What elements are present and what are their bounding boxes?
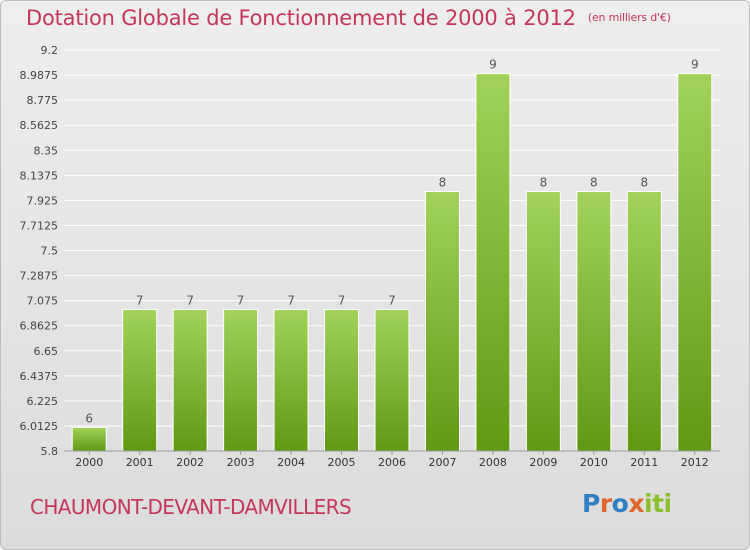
bar-2002	[172, 308, 208, 452]
chart-title: Dotation Globale de Fonctionnement de 20…	[26, 6, 671, 30]
bar-2005	[324, 308, 360, 452]
unit-label: (en milliers d'€)	[587, 11, 671, 24]
bar-2001	[122, 308, 158, 452]
y-tick-label: 6.8625	[20, 320, 59, 333]
logo-letter: P	[582, 489, 600, 518]
x-tick-label: 2008	[479, 456, 507, 469]
bar-value-label: 8	[590, 176, 598, 190]
y-tick-label: 8.5625	[20, 119, 59, 132]
y-tick-label: 5.8	[41, 445, 59, 458]
bars: 6 7 7 7 7 7 7 8 9 8 8 8 9	[71, 58, 713, 452]
bar-2000	[71, 426, 107, 452]
x-tick-label: 2011	[630, 456, 658, 469]
title-text: Dotation Globale de Fonctionnement de 20…	[26, 6, 576, 30]
bar-2008	[475, 73, 511, 452]
x-tick-label: 2006	[378, 456, 406, 469]
proxiti-logo: Proxiti	[582, 489, 672, 518]
x-tick-label: 2004	[277, 456, 305, 469]
y-tick-label: 9.2	[41, 44, 59, 57]
logo-letter: i	[663, 489, 673, 518]
bar-value-label: 8	[640, 176, 648, 190]
bar-value-label: 9	[489, 58, 497, 72]
y-tick-label: 6.0125	[20, 420, 59, 433]
x-tick-label: 2002	[176, 456, 204, 469]
x-tick-label: 2001	[126, 456, 154, 469]
bar-2006	[374, 308, 410, 452]
bar-value-label: 7	[136, 293, 144, 307]
logo-letter: t	[652, 489, 664, 518]
x-tick-label: 2007	[428, 456, 456, 469]
logo-letter: o	[611, 489, 629, 518]
y-tick-label: 8.9875	[20, 69, 59, 82]
bar-value-label: 9	[691, 58, 699, 72]
x-tick-label: 2003	[227, 456, 255, 469]
y-axis-ticks: 5.8 6.0125 6.225 6.4375 6.65 6.8625 7.075 7.287…	[20, 44, 59, 458]
x-tick-label: 2005	[328, 456, 356, 469]
y-tick-label: 7.2875	[20, 270, 59, 283]
bar-value-label: 7	[388, 293, 396, 307]
bar-2011	[626, 191, 662, 452]
x-tick-label: 2009	[529, 456, 557, 469]
y-tick-label: 8.35	[34, 144, 59, 157]
bar-2007	[424, 191, 460, 452]
y-tick-label: 7.925	[27, 194, 59, 207]
y-tick-label: 6.225	[27, 395, 59, 408]
y-tick-label: 8.775	[27, 94, 59, 107]
bar-value-label: 8	[439, 176, 447, 190]
bar-2010	[576, 191, 612, 452]
bar-2004	[273, 308, 309, 452]
bar-value-label: 7	[186, 293, 194, 307]
logo-letter: x	[628, 489, 644, 518]
y-tick-label: 7.7125	[20, 219, 59, 232]
place-name: CHAUMONT-DEVANT-DAMVILLERS	[30, 495, 352, 519]
bar-value-label: 6	[85, 411, 93, 425]
logo-letter: i	[644, 489, 653, 518]
bar-value-label: 8	[540, 176, 548, 190]
bar-value-label: 7	[338, 293, 346, 307]
bar-value-label: 7	[287, 293, 295, 307]
y-tick-label: 7.075	[27, 295, 59, 308]
y-tick-label: 6.65	[34, 345, 59, 358]
logo-letter: r	[599, 489, 612, 518]
y-tick-label: 8.1375	[20, 169, 59, 182]
x-tick-label: 2012	[681, 456, 709, 469]
x-axis-ticks: 2000 2001 2002 2003 2004 2005 2006 2007 2008 2009…	[75, 451, 709, 469]
y-tick-label: 6.4375	[20, 370, 59, 383]
bar-2009	[525, 191, 561, 452]
bar-value-label: 7	[237, 293, 245, 307]
bar-2012	[677, 73, 713, 452]
x-tick-label: 2000	[75, 456, 103, 469]
y-tick-label: 7.5	[41, 245, 59, 258]
bar-2003	[223, 308, 259, 452]
x-tick-label: 2010	[580, 456, 608, 469]
